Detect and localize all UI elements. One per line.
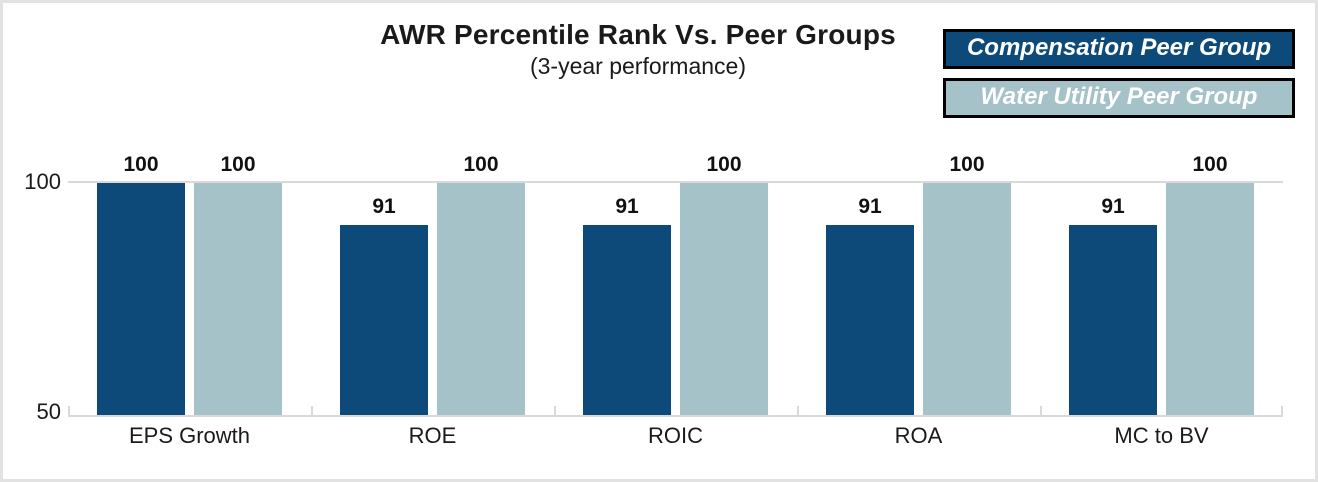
- x-axis-line: [68, 415, 1283, 417]
- value-label: 100: [949, 153, 985, 176]
- value-label: 91: [372, 195, 396, 218]
- bar: [194, 183, 282, 415]
- bar-group-eps-growth: 100 100: [68, 153, 311, 415]
- axis-tick: [797, 406, 799, 415]
- legend: Compensation Peer Group Water Utility Pe…: [943, 29, 1295, 118]
- value-label: 91: [1101, 195, 1125, 218]
- value-label: 100: [706, 153, 742, 176]
- category-label: EPS Growth: [128, 423, 251, 448]
- axis-tick: [554, 406, 556, 415]
- legend-item-compensation-peer-group: Compensation Peer Group: [943, 29, 1295, 69]
- axis-tick: [311, 406, 313, 415]
- category-label: ROA: [894, 423, 943, 448]
- bar-group-roe: 91 100: [311, 153, 554, 415]
- y-tick-label-100: 100: [24, 169, 61, 194]
- legend-item-water-utility-peer-group: Water Utility Peer Group: [943, 78, 1295, 118]
- axis-tick: [68, 406, 70, 415]
- gridline-100: [68, 181, 1283, 183]
- category-axis: EPS Growth ROE ROIC ROA MC to BV: [68, 423, 1283, 455]
- bar: [340, 225, 428, 415]
- y-tick-label-50: 50: [36, 399, 61, 424]
- bar-group-roic: 91 100: [554, 153, 797, 415]
- bar: [1069, 225, 1157, 415]
- bar-group-mc-to-bv: 91 100: [1040, 153, 1283, 415]
- plot-area: 100 100 91 100 91 100 91 100 91 100: [68, 153, 1283, 417]
- bar: [826, 225, 914, 415]
- bar: [437, 183, 525, 415]
- value-label: 91: [858, 195, 882, 218]
- category-label: MC to BV: [1114, 423, 1209, 448]
- bar: [923, 183, 1011, 415]
- value-label: 100: [220, 153, 256, 176]
- bar: [680, 183, 768, 415]
- value-label: 100: [123, 153, 159, 176]
- bar: [1166, 183, 1254, 415]
- bar: [97, 183, 185, 415]
- value-label: 100: [1192, 153, 1228, 176]
- chart-title: AWR Percentile Rank Vs. Peer Groups: [380, 19, 896, 50]
- value-label: 91: [615, 195, 639, 218]
- category-label: ROE: [408, 423, 457, 448]
- bar-group-roa: 91 100: [797, 153, 1040, 415]
- axis-tick: [1040, 406, 1042, 415]
- value-label: 100: [463, 153, 499, 176]
- axis-tick: [1281, 406, 1283, 415]
- bar: [583, 225, 671, 415]
- category-label: ROIC: [648, 423, 703, 448]
- chart-subtitle: (3-year performance): [529, 53, 747, 79]
